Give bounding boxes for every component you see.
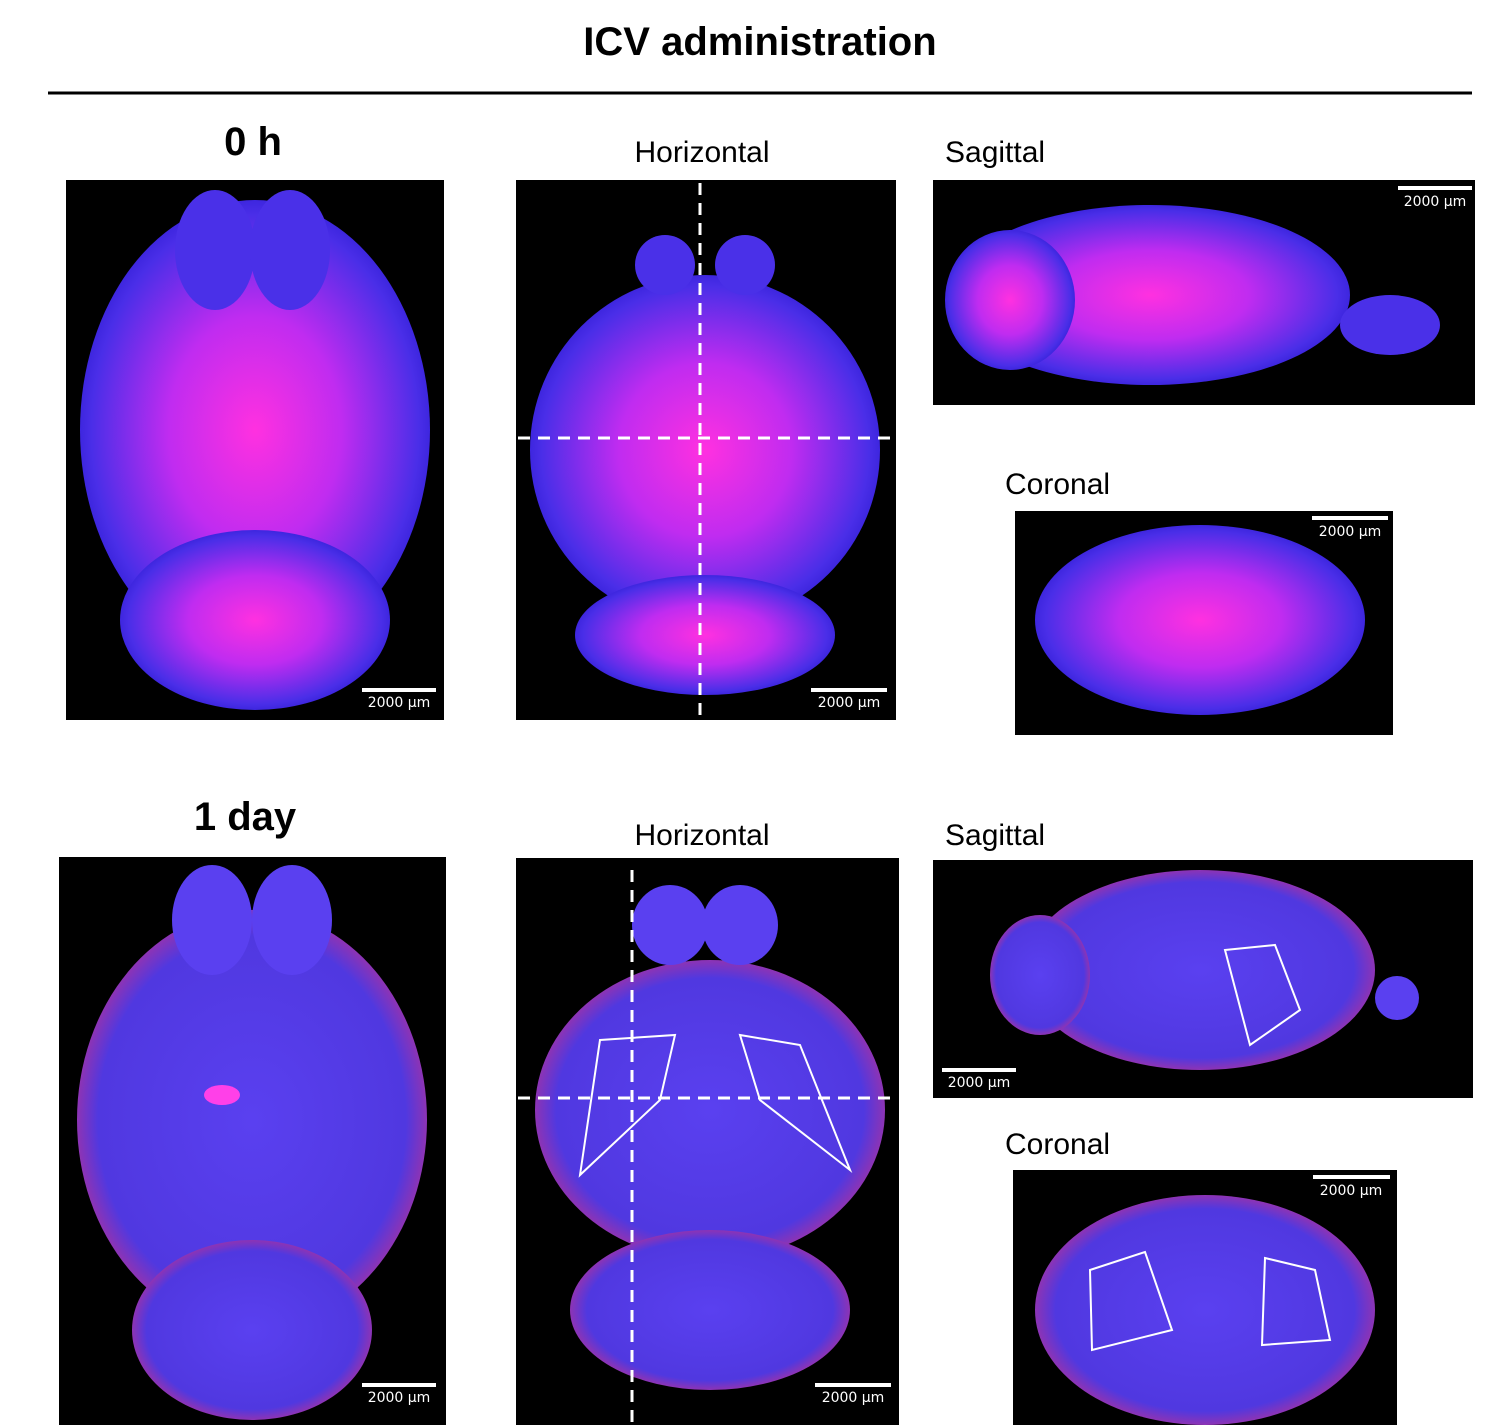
panel-whole: 2000 μm [66,180,444,720]
panel-title: Coronal [1005,468,1110,501]
panel-horizontal: 2000 μm [516,858,899,1425]
row-label: 1 day [194,795,297,839]
scale-bar-label: 2000 μm [1320,1183,1383,1199]
panel-title: Horizontal [634,819,769,852]
panel-horizontal: 2000 μm [516,180,896,720]
title: ICV administration [583,20,936,64]
scale-bar-label: 2000 μm [1319,524,1382,540]
panel-coronal: 2000 μm [1015,511,1393,735]
scale-bar-label: 2000 μm [818,695,881,711]
row-label: 0 h [224,120,282,164]
scale-bar-label: 2000 μm [368,1390,431,1406]
panel-coronal: 2000 μm [1013,1170,1397,1425]
panel-title: Coronal [1005,1128,1110,1161]
scale-bar-label: 2000 μm [1404,194,1467,210]
scale-bar-label: 2000 μm [822,1390,885,1406]
panel-sagittal: 2000 μm [933,860,1473,1098]
panel-title: Horizontal [634,136,769,169]
panel-title: Sagittal [945,819,1045,852]
panel-sagittal: 2000 μm [933,180,1475,405]
scale-bar-label: 2000 μm [948,1075,1011,1091]
scale-bar-label: 2000 μm [368,695,431,711]
panel-whole: 2000 μm [59,857,446,1425]
panel-title: Sagittal [945,136,1045,169]
